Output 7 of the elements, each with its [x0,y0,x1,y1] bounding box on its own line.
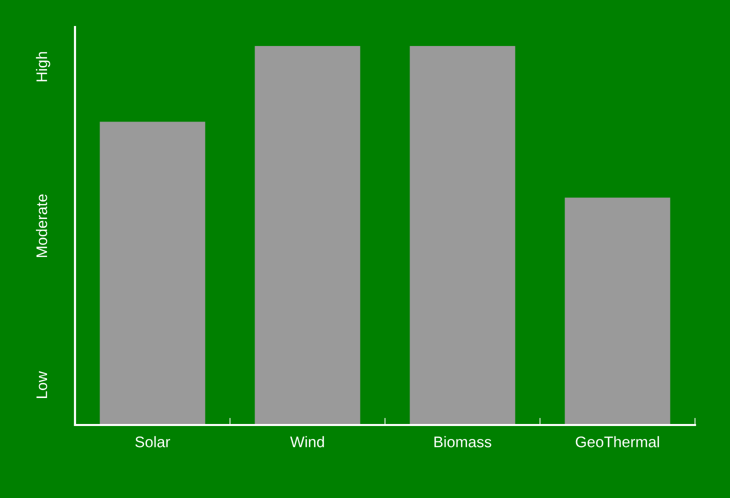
text: Moderate [36,194,48,258]
text: High [36,52,50,82]
x-tick-label: GeoThermal [576,436,659,448]
x-tick-label: Solar [135,436,170,448]
x-tick-label: Biomass [434,436,492,448]
x-tick-label: Wind [290,436,324,448]
text: Low [36,371,48,398]
